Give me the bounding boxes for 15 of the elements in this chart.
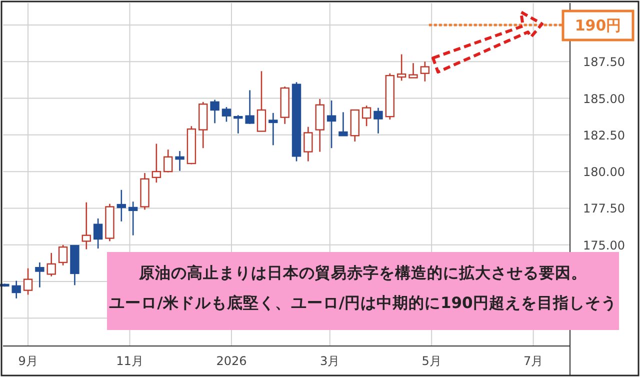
xtick: 3月 (320, 354, 340, 368)
xtick: 2026 (216, 354, 247, 368)
ytick: 175.00 (583, 238, 625, 252)
ytick: 182.50 (583, 128, 625, 142)
ytick: 177.50 (583, 202, 625, 216)
xtick: 9月 (18, 354, 38, 368)
annotation: ユーロ/米ドルも底堅く、ユーロ/円は中期的に190円超えを目指しそう (109, 294, 617, 312)
xtick: 5月 (422, 354, 442, 368)
ytick: 187.50 (583, 55, 625, 70)
ytick: 180.00 (583, 165, 625, 180)
xtick: 7月 (524, 354, 544, 368)
annotation: 原油の高止まりは日本の貿易赤字を構造的に拡大させる要因。 (139, 264, 587, 282)
xtick: 11月 (116, 354, 144, 368)
ytick: 185.00 (583, 92, 625, 106)
ref-label: 190円 (574, 16, 622, 34)
